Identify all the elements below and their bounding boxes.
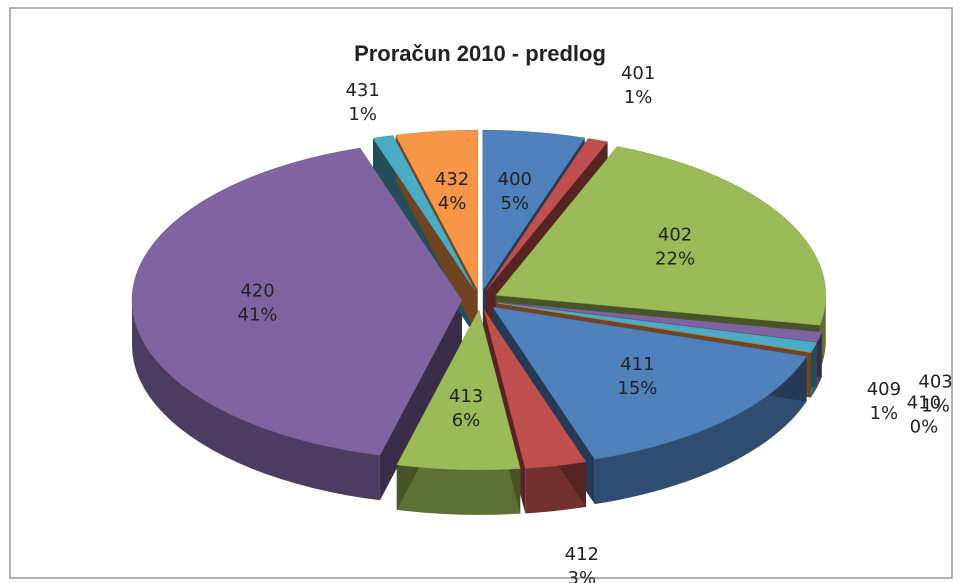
slice-value-label: 3% (568, 568, 597, 583)
slice (482, 129, 586, 292)
slice (372, 135, 476, 291)
slice-labels: 4005%4011%40222%4031%4091%4100%41115%412… (238, 63, 953, 583)
slice-value-label: 15% (617, 378, 657, 399)
slice-value-label: 6% (452, 410, 481, 431)
slice (495, 146, 827, 326)
slice-value-label: 1% (624, 87, 653, 108)
slice-value-label: 5% (501, 193, 530, 214)
slice-value-label: 22% (655, 248, 695, 269)
chart-title: Proračun 2010 - predlog (354, 41, 606, 66)
slice-category-label: 420 (240, 280, 274, 301)
slice-category-label: 412 (565, 544, 599, 565)
slice-side (396, 464, 521, 515)
slice-category-label: 432 (435, 169, 469, 190)
slice-category-label: 402 (658, 224, 692, 245)
slice-side (132, 300, 380, 501)
slice-edge (379, 300, 463, 501)
slice-tops (131, 129, 827, 471)
slice (396, 309, 521, 471)
slice-category-label: 431 (345, 80, 379, 101)
slice-category-label: 411 (620, 354, 654, 375)
slice (497, 302, 818, 353)
slice-value-label: 41% (238, 304, 278, 325)
slice-value-label: 1% (921, 396, 950, 417)
slice (492, 306, 808, 460)
slice-category-label: 400 (498, 169, 532, 190)
slice-category-label: 413 (449, 386, 483, 407)
slice-value-label: 1% (348, 104, 377, 125)
slice-category-label: 403 (918, 372, 952, 393)
slice (131, 147, 463, 456)
slice (483, 309, 587, 469)
slice-side (594, 356, 807, 505)
slice-category-label: 409 (867, 379, 901, 400)
slice-category-label: 401 (621, 63, 655, 84)
slice-value-label: 0% (910, 416, 939, 437)
slice-value-label: 1% (870, 403, 899, 424)
slice (395, 129, 478, 291)
slice (497, 301, 823, 343)
slice-category-label: 410 (907, 392, 941, 413)
slice-value-label: 4% (438, 193, 467, 214)
slice (485, 138, 609, 291)
